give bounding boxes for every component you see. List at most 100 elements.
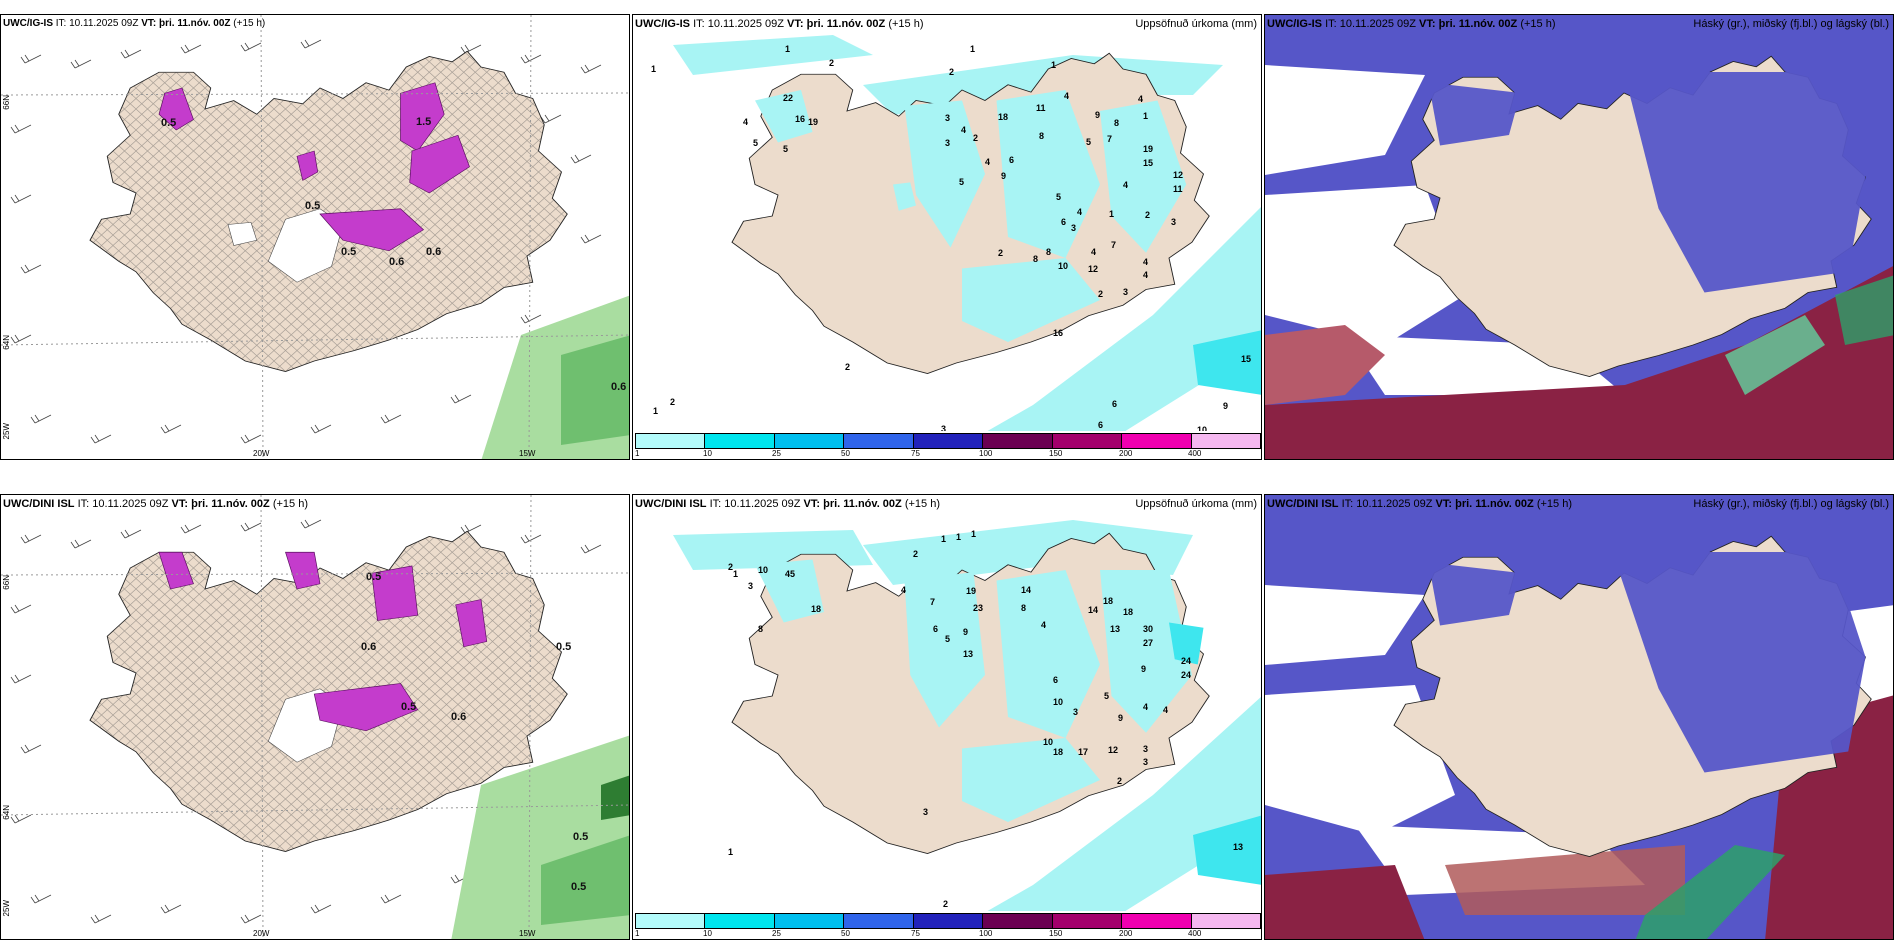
legend-swatch: [705, 434, 775, 448]
precip-value: 4: [1123, 180, 1128, 190]
precip-value: 1: [785, 44, 790, 54]
precip-value: 6: [1061, 217, 1066, 227]
icing-area: [158, 87, 194, 131]
legend-swatch: [705, 914, 775, 928]
precip-value: 4: [1143, 270, 1148, 280]
lon-label: 20W: [253, 929, 270, 938]
precip-value: 22: [783, 93, 793, 103]
precip-value: 10: [1053, 697, 1063, 707]
precip-value: 9: [1118, 713, 1123, 723]
icing-area: [313, 683, 419, 732]
wind-label: 0.5: [573, 831, 588, 843]
precip-value: 6: [1053, 675, 1058, 685]
precip-value: 10: [1043, 737, 1053, 747]
precip-value: 2: [1098, 289, 1103, 299]
ice-label: 0.5: [341, 246, 356, 258]
lon-label: 25W: [2, 900, 11, 917]
precip-sea: [963, 207, 1261, 445]
icing-area: [455, 599, 488, 648]
legend-swatch: [983, 914, 1053, 928]
lon-label: 25W: [2, 423, 11, 440]
wind-label: 0.6: [611, 381, 626, 393]
precip-values: 1 2 1 1 2 1 22 4 5 16 19 5 3 18 11 4 9 8…: [651, 44, 1251, 435]
precip-value: 8: [1046, 247, 1051, 257]
precip-value: 1: [1109, 209, 1114, 219]
ice-label: 1.5: [416, 116, 431, 128]
legend-bar: [635, 913, 1261, 929]
precip-value: 11: [1173, 184, 1183, 194]
precip-value: 1: [1051, 60, 1056, 70]
legend-tick: 200: [1119, 929, 1133, 938]
legend-swatch: [1191, 914, 1260, 928]
legend-tick: 25: [772, 929, 781, 938]
lat-label: 64N: [2, 805, 11, 820]
map-precip-dini: 1 1 1 2 1 2 10 45 8 18 3 4 7 19 14 23 6 …: [633, 495, 1261, 939]
precip-value: 3: [1123, 287, 1128, 297]
legend-swatch: [913, 434, 984, 448]
precip-value: 19: [966, 586, 976, 596]
legend-bar: [635, 433, 1261, 449]
precip-value: 1: [956, 532, 961, 542]
icing-area: [296, 150, 319, 181]
legend-tick: 1: [635, 449, 640, 458]
legend-swatch: [774, 434, 845, 448]
legend-tick: 100: [979, 929, 993, 938]
precip-sea: [673, 35, 873, 75]
precip-value: 1: [941, 534, 946, 544]
precip-legend: 1 10 25 50 75 100 150 200 400: [633, 911, 1261, 939]
lat-label: 64N: [2, 335, 11, 350]
precip-value: 5: [753, 138, 758, 148]
legend-tick: 50: [841, 929, 850, 938]
precip-value: 12: [1173, 170, 1183, 180]
icing-area: [285, 551, 321, 590]
precip-value: 5: [945, 634, 950, 644]
precip-value: 9: [1223, 401, 1228, 411]
precip-value: 8: [1114, 118, 1119, 128]
precip-value: 4: [1143, 702, 1148, 712]
panel-title: UWC/DINI ISL IT: 10.11.2025 09Z VT: þri.…: [1267, 498, 1572, 510]
panel-title: UWC/IG-IS IT: 10.11.2025 09Z VT: þri. 11…: [635, 18, 924, 30]
icing-area: [158, 551, 194, 590]
panel-dini-clouds: UWC/DINI ISL IT: 10.11.2025 09Z VT: þri.…: [1264, 494, 1894, 940]
precip-value: 2: [913, 549, 918, 559]
high-cloud-green: [1635, 845, 1785, 939]
precip-value: 7: [1111, 240, 1116, 250]
panel-title: UWC/DINI ISL IT: 10.11.2025 09Z VT: þri.…: [3, 498, 308, 510]
precip-heavy: [1193, 330, 1261, 395]
precip-value: 4: [1064, 91, 1069, 101]
precip-value: 13: [963, 649, 973, 659]
precip-value: 14: [1088, 605, 1098, 615]
precip-value: 5: [1104, 691, 1109, 701]
ice-label: 0.5: [161, 117, 176, 129]
precip-value: 9: [1095, 110, 1100, 120]
precip-value: 24: [1181, 656, 1191, 666]
precip-value: 1: [653, 406, 658, 416]
lon-label: 15W: [519, 929, 536, 938]
legend-swatch: [1052, 914, 1123, 928]
legend-tick: 400: [1188, 449, 1202, 458]
icing-area: [371, 565, 419, 621]
precip-value: 18: [1103, 596, 1113, 606]
precip-value: 1: [971, 529, 976, 539]
precip-value: 8: [1033, 254, 1038, 264]
icing-area: [319, 208, 425, 252]
precip-value: 3: [748, 581, 753, 591]
wind-shear-core: [601, 775, 629, 820]
legend-swatch: [1052, 434, 1123, 448]
precip-value: 13: [1233, 842, 1243, 852]
precip-value: 3: [945, 138, 950, 148]
low-cloud: [1265, 266, 1893, 459]
panel-right-title: Uppsöfnuð úrkoma (mm): [1135, 498, 1257, 510]
precip-value: 16: [795, 114, 805, 124]
legend-swatch: [636, 434, 706, 448]
precip-value: 2: [949, 67, 954, 77]
precip-value: 3: [945, 113, 950, 123]
precip-value: 4: [1163, 705, 1168, 715]
legend-swatch: [844, 914, 914, 928]
map-icing-ig-is: 0.5 1.5 0.5 0.6 0.5 0.6 0.6: [1, 15, 629, 459]
precip-value: 2: [728, 562, 733, 572]
legend-tick: 150: [1049, 449, 1063, 458]
legend-tick: 50: [841, 449, 850, 458]
precip-value: 10: [1058, 261, 1068, 271]
precip-value: 15: [1143, 158, 1153, 168]
